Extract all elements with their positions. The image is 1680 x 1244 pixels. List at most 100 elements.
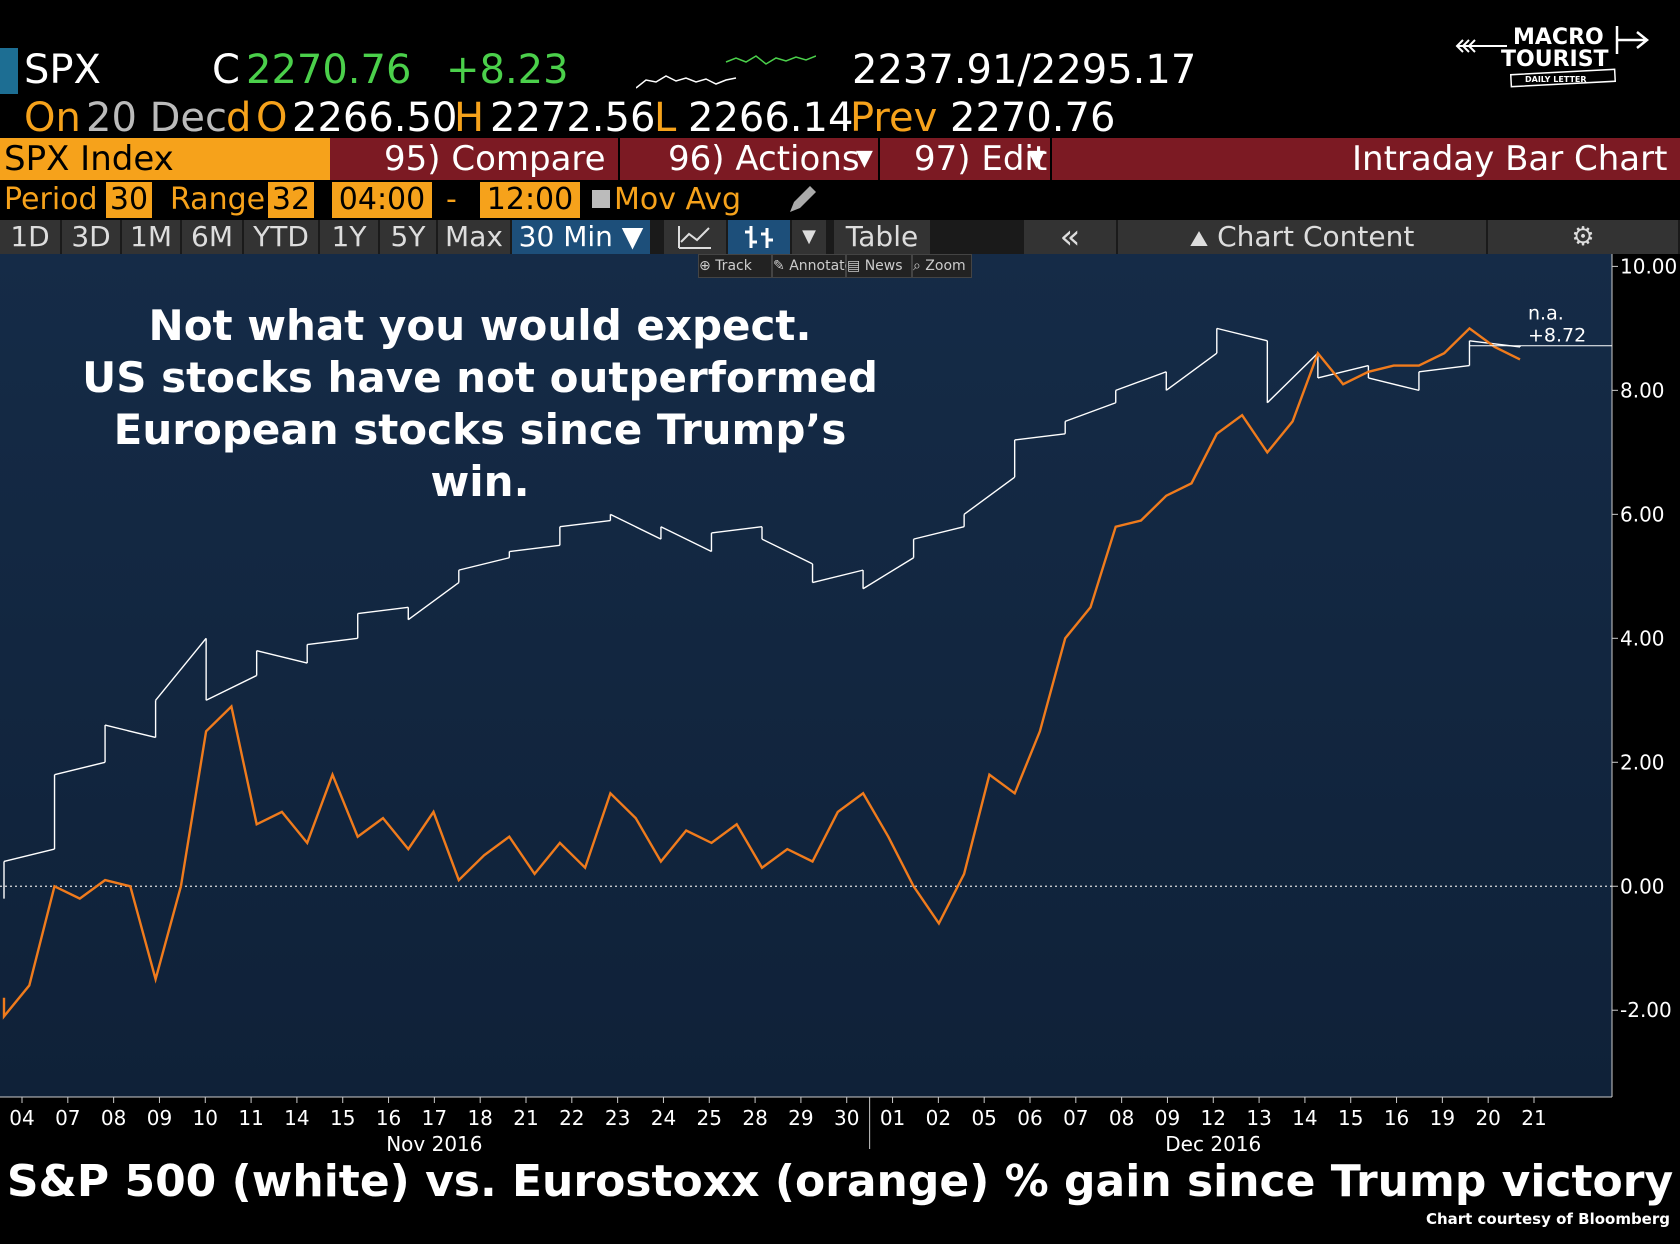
- change-value: +8.23: [446, 47, 569, 93]
- high-value: 2272.56: [490, 95, 656, 141]
- spx-series-segment: [458, 557, 510, 571]
- chart-style-dropdown-icon[interactable]: ▼: [792, 220, 826, 254]
- range-1m-button[interactable]: 1M: [122, 220, 180, 254]
- x-tick-label: 09: [1155, 1106, 1180, 1130]
- collapse-button[interactable]: «: [1024, 220, 1116, 254]
- plot-area[interactable]: [0, 254, 1612, 1097]
- low-value: 2266.14: [688, 95, 854, 141]
- range-input[interactable]: 32: [268, 182, 314, 218]
- range-label: Range: [170, 182, 266, 217]
- y-axis-panel: [1612, 254, 1680, 1097]
- table-button[interactable]: Table: [834, 220, 930, 254]
- separator: [878, 138, 880, 180]
- news-button[interactable]: ▤ News: [846, 254, 912, 278]
- pencil-icon[interactable]: [786, 184, 818, 216]
- x-tick-label: 30: [834, 1106, 859, 1130]
- spx-series-segment: [1216, 327, 1268, 342]
- x-tick-label: 06: [1017, 1106, 1042, 1130]
- x-tick-label: 07: [1063, 1106, 1088, 1130]
- quote-header: [0, 0, 1680, 136]
- end-time-input[interactable]: 12:00: [480, 182, 580, 218]
- x-tick-label: 04: [9, 1106, 34, 1130]
- spx-series-segment: [913, 526, 965, 540]
- spx-series-segment: [1014, 433, 1066, 441]
- x-tick-label: 08: [1109, 1106, 1134, 1130]
- x-tick-label: 29: [788, 1106, 813, 1130]
- separator: [1050, 138, 1052, 180]
- x-tick-label: 11: [238, 1106, 263, 1130]
- chart-credit: Chart courtesy of Bloomberg: [1425, 1210, 1670, 1228]
- x-tick-label: 05: [971, 1106, 996, 1130]
- month-label: Dec 2016: [1165, 1132, 1261, 1156]
- logo-tagline: DAILY LETTER: [1525, 75, 1587, 84]
- zoom-icon: ⌕: [913, 258, 926, 274]
- mov-avg-checkbox[interactable]: [592, 190, 610, 208]
- x-tick-label: 12: [1201, 1106, 1226, 1130]
- interval-dropdown[interactable]: 30 Min ▼: [512, 220, 650, 254]
- range-6m-button[interactable]: 6M: [182, 220, 242, 254]
- x-tick-label: 14: [284, 1106, 309, 1130]
- y-tick-label: 4.00: [1620, 626, 1665, 650]
- crosshair-icon: ⊕: [699, 258, 716, 274]
- x-tick-label: 28: [742, 1106, 767, 1130]
- ticker-marker: [0, 48, 18, 94]
- x-tick-label: 23: [605, 1106, 630, 1130]
- range-ytd-button[interactable]: YTD: [244, 220, 318, 254]
- spx-series-segment: [610, 513, 662, 540]
- period-input[interactable]: 30: [106, 182, 152, 218]
- line-chart-icon[interactable]: [664, 220, 726, 254]
- range-5y-button[interactable]: 5Y: [380, 220, 436, 254]
- x-tick-label: 21: [513, 1106, 538, 1130]
- x-tick-label: 24: [651, 1106, 676, 1130]
- x-tick-label: 09: [147, 1106, 172, 1130]
- low-label: L: [654, 95, 677, 141]
- spx-series-segment: [1266, 352, 1319, 404]
- range-1d-button[interactable]: 1D: [0, 220, 60, 254]
- actions-button[interactable]: 96) Actions: [668, 139, 860, 179]
- compare-button[interactable]: 95) Compare: [384, 139, 606, 179]
- x-tick-label: 16: [376, 1106, 401, 1130]
- annotate-button[interactable]: ✎ Annotate: [772, 254, 853, 278]
- actions-dropdown-icon[interactable]: ▼: [856, 146, 873, 171]
- spx-series-segment: [205, 674, 257, 701]
- y-tick-label: 10.00: [1620, 254, 1677, 278]
- news-label: News: [864, 258, 903, 274]
- chart-content-label: Chart Content: [1217, 220, 1415, 253]
- start-time-input[interactable]: 04:00: [332, 182, 432, 218]
- annotation-line: Not what you would expect.: [148, 301, 812, 350]
- spx-series-segment: [1418, 364, 1470, 373]
- track-button[interactable]: ⊕ Track: [698, 254, 772, 278]
- quote-date: 20 Dec: [86, 95, 228, 141]
- range-3d-button[interactable]: 3D: [62, 220, 120, 254]
- range-max-button[interactable]: Max: [438, 220, 510, 254]
- y-tick-label: 6.00: [1620, 502, 1665, 526]
- security-index[interactable]: SPX Index: [0, 138, 330, 180]
- x-tick-label: 20: [1475, 1106, 1500, 1130]
- spx-series-segment: [1115, 371, 1167, 392]
- x-tick-label: 08: [101, 1106, 126, 1130]
- time-dash: -: [446, 182, 457, 217]
- annotate-icon: ✎: [773, 258, 790, 274]
- zoom-label: Zoom: [925, 258, 966, 274]
- gear-icon[interactable]: ⚙: [1488, 220, 1678, 254]
- x-axis-panel: [0, 1097, 1680, 1157]
- range-1y-button[interactable]: 1Y: [320, 220, 378, 254]
- y-tick-label: 8.00: [1620, 378, 1665, 402]
- edit-dropdown-icon[interactable]: ▼: [1028, 146, 1045, 171]
- open-label: O: [256, 95, 288, 141]
- ticker[interactable]: SPX: [24, 47, 101, 93]
- bar-chart-icon[interactable]: [728, 220, 790, 254]
- d-label: d: [226, 95, 252, 141]
- spx-series-segment: [357, 606, 409, 615]
- y-tick-label: 0.00: [1620, 874, 1665, 898]
- chart-content-button[interactable]: ⛰ Chart Content: [1118, 220, 1486, 254]
- day-range: 2237.91/2295.17: [852, 47, 1197, 93]
- zoom-button[interactable]: ⌕ Zoom: [912, 254, 972, 278]
- x-tick-label: 07: [55, 1106, 80, 1130]
- x-tick-label: 22: [559, 1106, 584, 1130]
- annotation-line: European stocks since Trump’s: [113, 405, 847, 454]
- edit-button[interactable]: 97) Edit: [914, 139, 1048, 179]
- spx-series-segment: [711, 526, 763, 534]
- annotation-line: US stocks have not outperformed: [82, 353, 878, 402]
- news-icon: ▤: [847, 258, 865, 274]
